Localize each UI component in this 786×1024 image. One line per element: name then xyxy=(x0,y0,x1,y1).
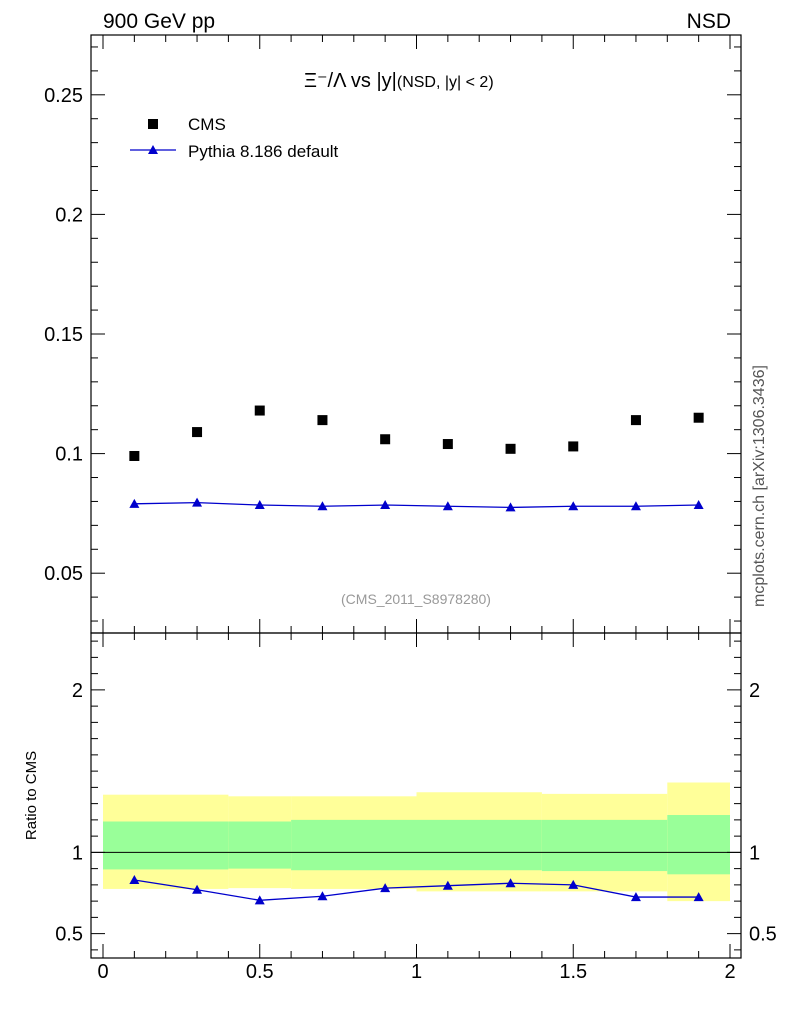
ratio-point xyxy=(380,883,391,893)
y-tick-label: 0.05 xyxy=(44,563,83,585)
pythia-point xyxy=(568,501,579,511)
ratio-point xyxy=(129,875,140,884)
x-tick-label: 0.5 xyxy=(246,961,274,983)
ratio-point xyxy=(192,884,203,894)
chart-title: Ξ⁻/Λ vs |y|(NSD, |y| < 2) xyxy=(304,70,494,92)
watermark-label: (CMS_2011_S8978280) xyxy=(341,591,491,607)
pythia-point xyxy=(254,500,265,510)
y-tick-label: 0.25 xyxy=(44,85,83,107)
cms-point xyxy=(129,450,140,461)
cms-point xyxy=(568,441,579,452)
ratio-point xyxy=(442,880,453,890)
ratio-point xyxy=(693,892,704,902)
band-green xyxy=(291,819,417,871)
ratio-y-tick-label: 2 xyxy=(72,680,83,702)
cms-point xyxy=(693,412,704,423)
pythia-point xyxy=(630,501,641,511)
x-tick-label: 0 xyxy=(97,961,108,983)
ratio-point xyxy=(630,892,641,902)
pythia-point xyxy=(129,498,140,508)
pythia-point xyxy=(693,500,704,510)
pythia-point xyxy=(505,502,516,512)
band-green xyxy=(228,821,292,869)
cms-point xyxy=(192,427,203,438)
ratio-point xyxy=(317,891,328,901)
ratio-y-tick-label-right: 1 xyxy=(749,842,760,864)
ratio-ylabel: Ratio to CMS xyxy=(23,751,40,840)
pythia-point xyxy=(442,501,453,511)
ratio-series-line xyxy=(134,879,699,901)
header-left-label: 900 GeV pp xyxy=(103,10,215,33)
ratio-y-tick-label-right: 0.5 xyxy=(749,924,777,946)
ratio-y-tick-label-right: 2 xyxy=(749,680,760,702)
ratio-point xyxy=(254,895,265,905)
ratio-y-tick-label: 0.5 xyxy=(55,924,83,946)
x-tick-label: 2 xyxy=(724,961,735,983)
ratio-point xyxy=(505,878,516,888)
band-green xyxy=(416,819,542,871)
ratio-point xyxy=(568,879,579,889)
pythia-point xyxy=(317,501,328,511)
legend-cms-label: CMS xyxy=(188,115,226,134)
y-tick-label: 0.2 xyxy=(55,204,83,226)
x-tick-label: 1.5 xyxy=(559,961,587,983)
legend-cms-marker xyxy=(148,119,158,129)
side-label: mcplots.cern.ch [arXiv:1306.3436] xyxy=(751,365,768,607)
cms-point xyxy=(254,405,265,416)
legend-pythia-marker xyxy=(148,145,158,154)
x-tick-label: 1 xyxy=(411,961,422,983)
header-right-label: NSD xyxy=(687,10,731,33)
ratio-y-tick-label: 1 xyxy=(72,842,83,864)
cms-point xyxy=(505,443,516,454)
pythia-point xyxy=(380,500,391,510)
cms-point xyxy=(630,415,641,426)
band-green xyxy=(667,815,730,875)
cms-point xyxy=(317,415,328,426)
y-tick-label: 0.1 xyxy=(55,444,83,466)
band-green xyxy=(103,821,229,870)
band-green xyxy=(541,819,668,872)
pythia-series-line xyxy=(134,501,699,509)
cms-point xyxy=(442,439,453,450)
pythia-point xyxy=(192,497,203,507)
cms-point xyxy=(380,434,391,445)
y-tick-label: 0.15 xyxy=(44,324,83,346)
legend-pythia-label: Pythia 8.186 default xyxy=(188,142,339,161)
